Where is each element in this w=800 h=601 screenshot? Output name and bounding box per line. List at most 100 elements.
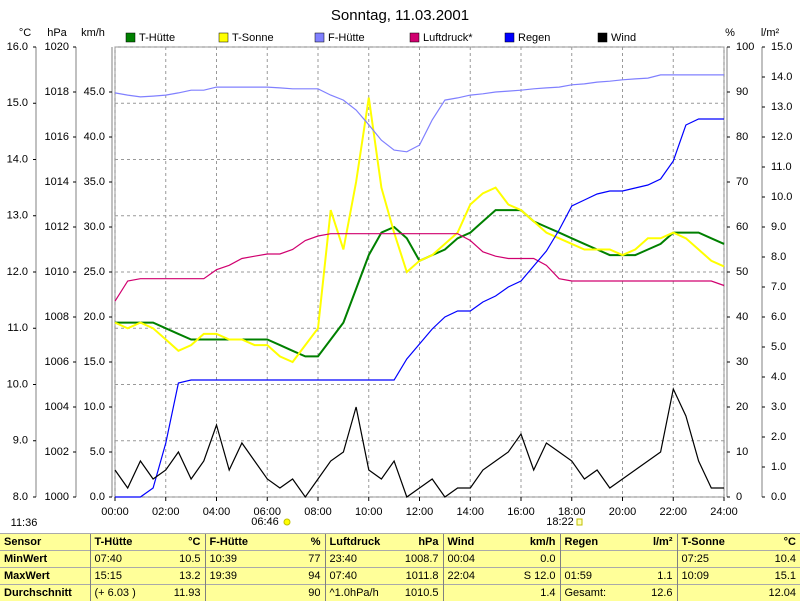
x-tick-label: 10:00 [355, 506, 383, 518]
table-cell: MaxWert [0, 567, 90, 585]
table-cell: 19:39 [204, 567, 267, 585]
x-tick-label: 20:00 [609, 506, 637, 518]
y-tick-label: 0 [736, 491, 742, 503]
table-cell: °C [739, 533, 800, 551]
y-tick-label: 12.0 [7, 266, 28, 278]
table-cell: Sensor [0, 533, 90, 551]
table-cell: 11.93 [150, 584, 205, 601]
y-tick-label: 30 [736, 356, 748, 368]
y-tick-label: 1014 [45, 176, 69, 188]
x-tick-label: 02:00 [152, 506, 180, 518]
y-tick-label: 0.0 [90, 491, 105, 503]
y-tick-label: 20.0 [84, 311, 105, 323]
y-tick-label: 4.0 [771, 371, 786, 383]
y-tick-label: 25.0 [84, 266, 105, 278]
table-cell: % [267, 533, 325, 551]
y-tick-label: 15.0 [771, 41, 792, 53]
table-cell: MinWert [0, 550, 90, 568]
y-tick-label: 11.0 [771, 161, 792, 173]
table-cell: 12.04 [739, 584, 800, 601]
chart-title: Sonntag, 11.03.2001 [331, 7, 469, 24]
legend-label: Wind [611, 32, 636, 44]
chart: Sonntag, 11.03.2001 11:36 06:46 18:22 00… [7, 7, 793, 529]
y-tick-label: 1012 [45, 221, 69, 233]
table-cell: 07:25 [676, 550, 739, 568]
moon-icon [576, 518, 583, 526]
table-cell: 1.4 [505, 584, 560, 601]
y-tick-label: 5.0 [90, 446, 105, 458]
series-line [114, 233, 725, 302]
series-line [114, 97, 725, 364]
legend-swatch [314, 32, 325, 43]
table-cell: 90 [267, 584, 325, 601]
y-tick-label: 20 [736, 401, 748, 413]
legend-label: T-Sonne [232, 32, 274, 44]
y-axis-unit: km/h [81, 27, 105, 39]
y-tick-label: 5.0 [771, 341, 786, 353]
y-tick-label: 14.0 [7, 153, 28, 165]
y-tick-label: 8.0 [771, 251, 786, 263]
table-cell: 22:04 [442, 567, 505, 585]
table-cell: T-Hütte [89, 533, 150, 551]
table-cell: 15:15 [89, 567, 150, 585]
x-tick-label: 16:00 [507, 506, 535, 518]
table-cell [204, 584, 267, 601]
y-tick-label: 13.0 [7, 210, 28, 222]
y-tick-label: 6.0 [771, 311, 786, 323]
y-axis-unit: hPa [47, 27, 67, 39]
table-cell: F-Hütte [204, 533, 267, 551]
y-tick-label: 15.0 [84, 356, 105, 368]
table-row: Sensor T-Hütte °C F-Hütte% Luftdruck hPa Wind k… [0, 533, 800, 551]
table-cell: 1010.5 [383, 584, 443, 601]
table-cell: l/m² [622, 533, 677, 551]
y-tick-label: 1010 [45, 266, 69, 278]
y-tick-label: 1.0 [771, 461, 786, 473]
table-cell: 10:39 [204, 550, 267, 568]
table-cell: 07:40 [89, 550, 150, 568]
y-tick-label: 1008 [45, 311, 69, 323]
table-cell: 01:59 [559, 567, 622, 585]
x-tick-label: 08:00 [304, 506, 332, 518]
table-row: MaxWert 15:15 13.2 19:39 94 07:40 1011.8 22:04 S… [0, 567, 800, 585]
table-cell: 1.1 [622, 567, 677, 585]
table-cell: T-Sonne [676, 533, 739, 551]
table-cell: 10:09 [676, 567, 739, 585]
table-cell: Luftdruck [324, 533, 383, 551]
y-tick-label: 60 [736, 221, 748, 233]
table-cell: 12.6 [622, 584, 677, 601]
y-tick-label: 0.0 [771, 491, 786, 503]
y-tick-label: 45.0 [84, 86, 105, 98]
sun-icon [283, 518, 291, 526]
table-cell: 13.2 [150, 567, 205, 585]
y-tick-label: 9.0 [13, 435, 28, 447]
series-line [115, 118, 724, 498]
legend-swatch [218, 32, 229, 43]
y-tick-label: 9.0 [771, 221, 786, 233]
y-tick-label: 7.0 [771, 281, 786, 293]
x-tick-label: 22:00 [659, 506, 687, 518]
x-tick-label: 00:00 [101, 506, 129, 518]
x-tick-label: 24:00 [710, 506, 738, 518]
y-tick-label: 14.0 [771, 71, 792, 83]
y-tick-label: 40 [736, 311, 748, 323]
table-cell: 94 [267, 567, 325, 585]
y-tick-label: 1002 [45, 446, 69, 458]
y-tick-label: 1006 [45, 356, 69, 368]
y-tick-label: 10 [736, 446, 748, 458]
y-tick-label: 80 [736, 131, 748, 143]
table-cell: Wind [442, 533, 505, 551]
x-tick-label: 12:00 [406, 506, 434, 518]
table-cell: 10.4 [739, 550, 800, 568]
sunrise: 06:46 [251, 516, 279, 528]
sunset: 18:22 [546, 516, 574, 528]
x-tick-label: 18:00 [558, 506, 586, 518]
y-tick-label: 12.0 [771, 131, 792, 143]
y-tick-label: 100 [736, 41, 754, 53]
y-tick-label: 10.0 [771, 191, 792, 203]
x-tick-label: 14:00 [456, 506, 484, 518]
y-tick-label: 16.0 [7, 41, 28, 53]
y-tick-label: 50 [736, 266, 748, 278]
table-cell: Regen [559, 533, 622, 551]
table-cell: ^1.0hPa/h [324, 584, 383, 601]
table-cell: 10.5 [150, 550, 205, 568]
